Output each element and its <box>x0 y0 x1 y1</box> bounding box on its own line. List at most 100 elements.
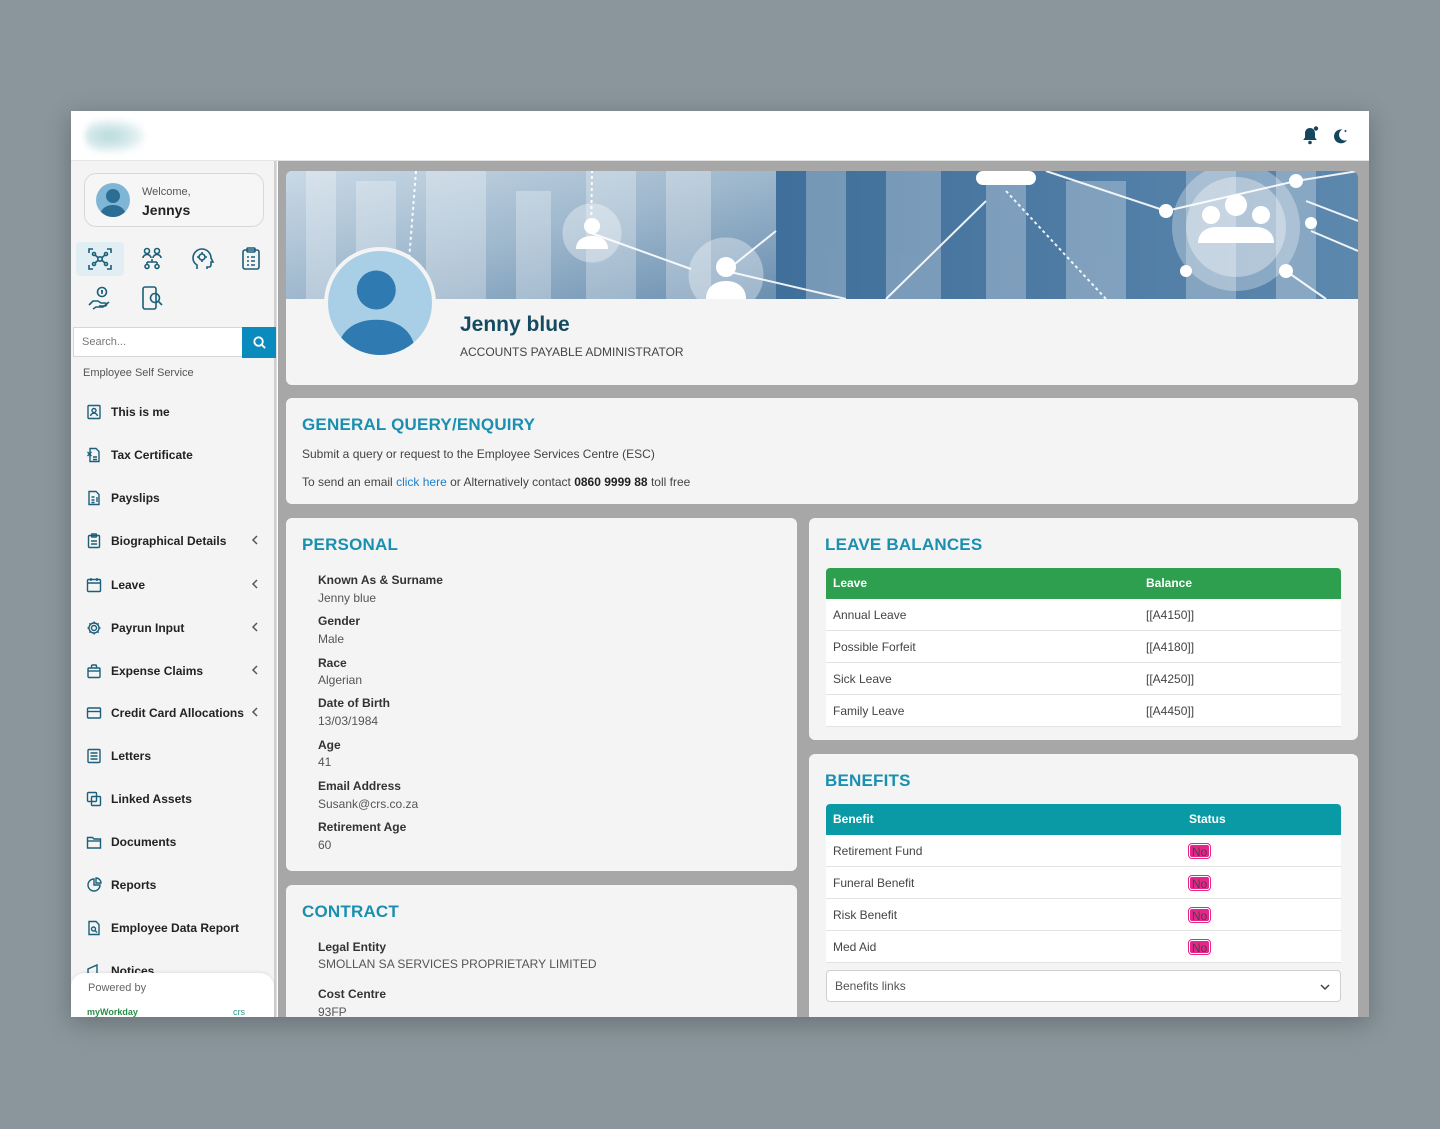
chevron-left-icon <box>251 665 258 675</box>
tax-document-icon <box>83 446 105 464</box>
field-label: Retirement Age <box>318 820 407 834</box>
chevron-left-icon <box>251 622 258 632</box>
profile-avatar <box>324 247 436 359</box>
top-bar <box>71 111 1369 161</box>
profile-banner <box>286 171 1358 299</box>
myworkday-logo: myWorkday <box>87 1007 138 1017</box>
company-logo <box>85 119 145 153</box>
sidebar-item-leave[interactable]: Leave <box>83 572 267 598</box>
click-here-link[interactable]: click here <box>396 475 447 489</box>
benefits-table: Benefit Status Retirement Fund No Funera… <box>826 804 1341 963</box>
sidebar-item-tax-certificate[interactable]: Tax Certificate <box>83 442 267 468</box>
field-value: Male <box>318 632 345 646</box>
letter-icon <box>83 747 105 765</box>
benefit-name: Risk Benefit <box>833 908 898 922</box>
field-value: SMOLLAN SA SERVICES PROPRIETARY LIMITED <box>318 957 597 971</box>
moon-icon[interactable] <box>1329 125 1351 147</box>
benefits-links-select[interactable]: Benefits links <box>826 970 1341 1002</box>
chart-pie-icon <box>83 876 105 894</box>
sidebar-item-expense-claims[interactable]: Expense Claims <box>83 658 267 684</box>
sidebar-item-this-is-me[interactable]: This is me <box>83 399 267 425</box>
bell-icon[interactable] <box>1299 125 1321 147</box>
sidebar-item-label: Reports <box>111 878 157 892</box>
column-header: Balance <box>1146 576 1193 590</box>
credit-card-icon <box>83 704 105 722</box>
head-gear-icon[interactable] <box>179 242 227 276</box>
sidebar-item-documents[interactable]: Documents <box>83 829 267 855</box>
table-row: Sick Leave [[A4250]] <box>826 663 1341 695</box>
field-label: Email Address <box>318 779 401 793</box>
leave-title: LEAVE BALANCES <box>825 535 983 554</box>
search-button[interactable] <box>242 327 276 358</box>
sidebar-item-payslips[interactable]: Payslips <box>83 485 267 511</box>
leave-balance: [[A4250]] <box>1146 672 1195 686</box>
folder-icon <box>83 833 105 851</box>
status-badge: No <box>1188 939 1211 955</box>
sidebar-item-biographical-details[interactable]: Biographical Details <box>83 528 267 554</box>
contract-card: CONTRACT Legal Entity SMOLLAN SA SERVICE… <box>286 885 797 1017</box>
leave-balance: [[A4450]] <box>1146 704 1195 718</box>
sidebar-item-label: Employee Data Report <box>111 921 240 935</box>
powered-by-footer: Powered by myWorkday crs <box>71 973 274 1017</box>
profile-card: Jenny blue ACCOUNTS PAYABLE ADMINISTRATO… <box>286 171 1358 385</box>
payslip-icon <box>83 489 105 507</box>
search-icon <box>252 336 266 349</box>
sidebar-item-letters[interactable]: Letters <box>83 743 267 769</box>
query-contact-suffix: toll free <box>650 475 691 489</box>
welcome-card[interactable]: Welcome, Jennys <box>84 173 264 227</box>
network-focus-icon[interactable] <box>76 242 124 276</box>
table-row: Annual Leave [[A4150]] <box>826 599 1341 631</box>
sidebar-item-payrun-input[interactable]: Payrun Input <box>83 615 267 641</box>
linked-assets-icon <box>83 790 105 808</box>
bag-icon <box>83 662 105 680</box>
field-value: Jenny blue <box>318 591 377 605</box>
personal-title: PERSONAL <box>302 535 399 554</box>
query-contact-line: To send an email click here or Alternati… <box>302 475 690 489</box>
sidebar-item-employee-data-report[interactable]: Employee Data Report <box>83 915 267 941</box>
sidebar-item-label: Documents <box>111 835 177 849</box>
field-value: 93FP <box>318 1005 347 1017</box>
phone-search-icon[interactable] <box>128 281 176 315</box>
personal-card: PERSONAL Known As & Surname Jenny blue G… <box>286 518 797 871</box>
sidebar-item-credit-card-allocations[interactable]: Credit Card Allocations <box>83 700 267 726</box>
welcome-text: Welcome, <box>142 186 191 198</box>
app-window: Welcome, Jennys Search... Employee Self … <box>71 111 1369 1017</box>
table-header: Benefit Status <box>826 804 1341 835</box>
sidebar-item-reports[interactable]: Reports <box>83 872 267 898</box>
query-contact-prefix: To send an email <box>302 475 393 489</box>
sidebar-item-label: Tax Certificate <box>111 448 193 462</box>
sidebar-item-label: Biographical Details <box>111 534 227 548</box>
money-hand-icon[interactable] <box>76 281 124 315</box>
column-header: Leave <box>833 576 868 590</box>
search-input[interactable]: Search... <box>73 327 243 357</box>
query-title: GENERAL QUERY/ENQUIRY <box>302 415 536 434</box>
clipboard-icon[interactable] <box>227 242 275 276</box>
chevron-down-icon <box>1320 984 1330 991</box>
field-value: Susank@crs.co.za <box>318 797 419 811</box>
field-value: Algerian <box>318 673 363 687</box>
benefit-name: Retirement Fund <box>833 844 923 858</box>
sidebar: Welcome, Jennys Search... Employee Self … <box>71 161 277 1017</box>
field-value: 13/03/1984 <box>318 714 379 728</box>
org-chart-icon[interactable] <box>128 242 176 276</box>
table-row: Risk Benefit No <box>826 899 1341 931</box>
profile-name: Jenny blue <box>460 313 570 336</box>
field-label: Gender <box>318 614 361 628</box>
user-name: Jennys <box>142 202 191 218</box>
avatar <box>96 183 130 217</box>
field-value: 41 <box>318 755 332 769</box>
sidebar-item-label: Payslips <box>111 491 160 505</box>
table-row: Retirement Fund No <box>826 835 1341 867</box>
leave-type: Sick Leave <box>833 672 892 686</box>
table-row: Family Leave [[A4450]] <box>826 695 1341 727</box>
field-label: Cost Centre <box>318 987 387 1001</box>
sidebar-item-linked-assets[interactable]: Linked Assets <box>83 786 267 812</box>
benefits-card: BENEFITS Benefit Status Retirement Fund … <box>809 754 1358 1017</box>
status-badge: No <box>1188 843 1211 859</box>
leave-balance: [[A4180]] <box>1146 640 1195 654</box>
sidebar-scrollbar[interactable] <box>274 161 276 1017</box>
column-header: Benefit <box>833 812 874 826</box>
calendar-icon <box>83 576 105 594</box>
sidebar-item-label: Letters <box>111 749 152 763</box>
crs-logo: crs <box>233 1007 245 1017</box>
